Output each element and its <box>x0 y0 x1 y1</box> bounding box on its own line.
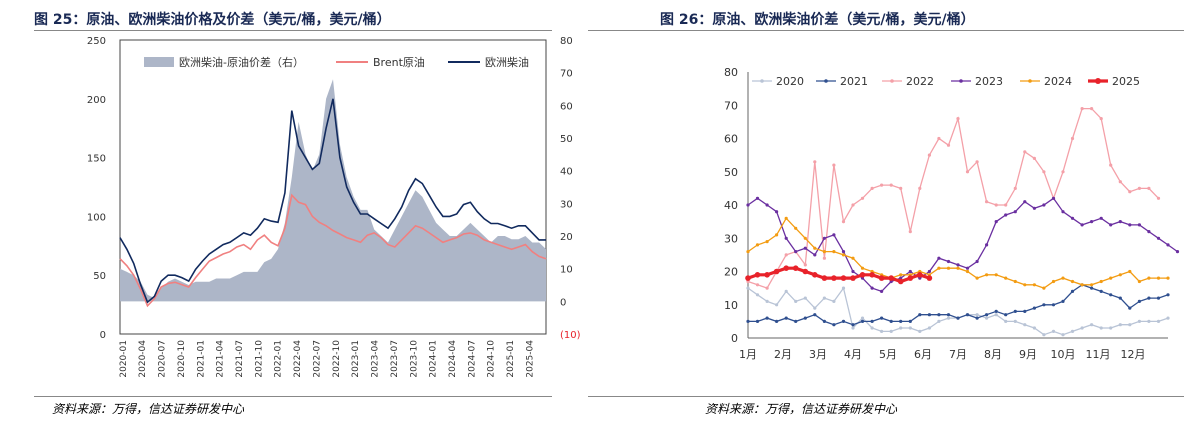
left-y-tick-label: 200 <box>87 95 106 106</box>
right-y-tick-label: 20 <box>560 232 573 243</box>
x-tick-label: 2021-04 <box>216 340 226 378</box>
x-tick-label: 2025-04 <box>525 340 535 378</box>
x-tick-label: 2020-01 <box>119 340 129 378</box>
right-title-rule <box>588 30 1184 31</box>
x-tick-label: 2022-04 <box>293 340 303 378</box>
x-tick-label: 2024-01 <box>429 340 439 378</box>
right-y-tick-label: 30 <box>560 199 573 210</box>
left-y-tick-label: 50 <box>93 271 106 282</box>
right-y-tick-label: 50 <box>560 134 573 145</box>
x-tick-label: 2020-04 <box>138 340 148 378</box>
series-area-diesel-crude-spread <box>120 79 546 302</box>
right-y-tick-label: (10) <box>560 330 581 341</box>
x-tick-label: 2024-07 <box>467 340 477 378</box>
x-tick-label: 2021-01 <box>196 340 206 378</box>
series-line-europe-diesel <box>119 98 546 304</box>
right-source-rule <box>588 396 1184 397</box>
right-y-tick-label: 40 <box>560 167 573 178</box>
x-tick-label: 2024-10 <box>487 340 497 378</box>
right-chart-title: 图 26：原油、欧洲柴油价差（美元/桶，美元/桶） <box>660 12 975 28</box>
x-tick-label: 2022-01 <box>274 340 284 378</box>
x-tick-label: 2022-07 <box>312 340 322 378</box>
left-title-rule <box>34 30 552 31</box>
left-chart-title: 图 25：原油、欧洲柴油价格及价差（美元/桶，美元/桶） <box>34 12 391 28</box>
x-tick-label: 2022-10 <box>332 340 342 378</box>
x-tick-label: 2021-07 <box>235 340 245 378</box>
right-y-tick-label: 10 <box>560 265 573 276</box>
left-y-tick-label: 100 <box>87 212 106 223</box>
right-y-tick-label: 0 <box>560 297 566 308</box>
legend-label-brent: Brent原油 <box>373 55 425 69</box>
x-tick-label: 2020-07 <box>158 340 168 378</box>
x-tick-label: 2023-07 <box>390 340 400 378</box>
x-tick-label: 2020-10 <box>177 340 187 378</box>
right-source-note: 资料来源：万得，信达证券研发中心 <box>705 402 898 416</box>
x-tick-label: 2021-10 <box>254 340 264 378</box>
left-plot-frame <box>119 39 547 335</box>
left-source-rule <box>34 396 552 397</box>
x-tick-label: 2023-04 <box>371 340 381 378</box>
x-tick-label: 2025-01 <box>506 340 516 378</box>
right-y-tick-label: 60 <box>560 101 573 112</box>
x-tick-label: 2023-01 <box>351 340 361 378</box>
left-source-note: 资料来源：万得，信达证券研发中心 <box>52 402 245 416</box>
x-tick-label: 2024-04 <box>448 340 458 378</box>
series-line-brent <box>119 193 547 308</box>
right-y-tick-label: 70 <box>560 69 573 80</box>
legend-label-spread: 欧洲柴油-原油价差（右） <box>179 55 304 69</box>
left-y-tick-label: 150 <box>87 154 106 165</box>
legend-label-diesel: 欧洲柴油 <box>485 55 529 69</box>
left-y-tick-label: 250 <box>87 36 106 47</box>
legend-swatch-spread <box>144 57 174 67</box>
right-y-tick-label: 80 <box>560 36 573 47</box>
left-legend: 欧洲柴油-原油价差（右） Brent原油 欧洲柴油 <box>144 55 529 69</box>
x-tick-label: 2023-10 <box>409 340 419 378</box>
left-y-tick-label: 0 <box>100 330 106 341</box>
